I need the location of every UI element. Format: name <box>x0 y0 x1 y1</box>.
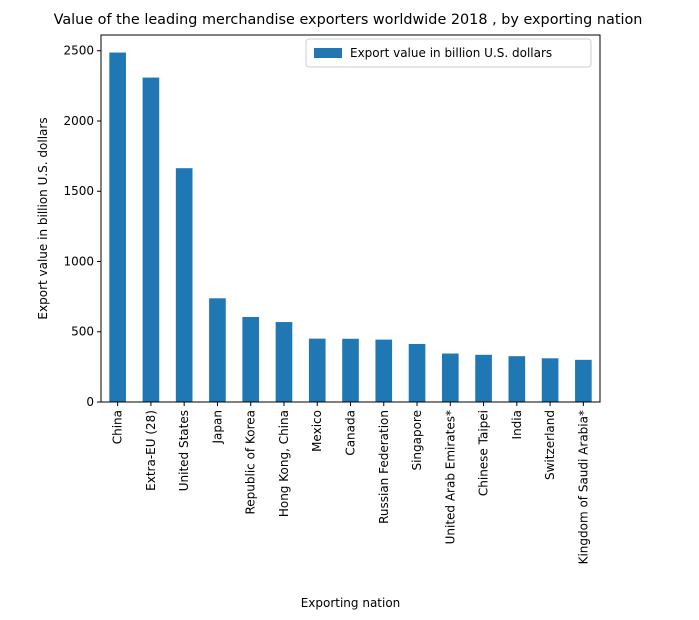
bar-8 <box>375 339 393 402</box>
x-tick-label-6: Mexico <box>310 410 324 452</box>
y-tick-label-1: 500 <box>71 325 94 339</box>
x-tick-label-11: Chinese Taipei <box>477 410 491 496</box>
bar-4 <box>242 316 260 402</box>
y-axis-label: Export value in billion U.S. dollars <box>36 117 50 319</box>
plot-frame <box>100 34 601 403</box>
y-axis: 0 500 1000 1500 2000 2500 <box>63 44 101 409</box>
bar-6 <box>308 338 326 402</box>
bar-13 <box>541 358 559 402</box>
x-tick-label-1: Extra-EU (28) <box>144 410 158 491</box>
bar-7 <box>342 338 359 402</box>
x-axis: China Extra-EU (28) United States Japan Repu… <box>111 402 590 564</box>
x-tick-label-2: United States <box>177 410 191 491</box>
chart-title: Value of the leading merchandise exporte… <box>54 12 643 28</box>
x-tick-label-12: India <box>510 410 524 439</box>
bars-group <box>109 52 592 403</box>
legend: Export value in billion U.S. dollars <box>305 38 592 68</box>
bar-3 <box>209 298 226 402</box>
x-tick-label-5: Hong Kong, China <box>277 410 291 517</box>
x-axis-label: Exporting nation <box>301 596 401 610</box>
y-tick-label-3: 1500 <box>63 184 94 198</box>
x-tick-label-4: Republic of Korea <box>244 410 258 515</box>
bar-2 <box>175 168 193 402</box>
bar-0 <box>109 52 126 402</box>
y-tick-label-5: 2500 <box>63 44 94 58</box>
bar-12 <box>508 356 526 402</box>
x-tick-label-14: Kingdom of Saudi Arabia* <box>576 410 590 564</box>
bar-1 <box>142 77 160 403</box>
x-tick-label-10: United Arab Emirates* <box>443 410 457 544</box>
bar-14 <box>575 359 592 402</box>
legend-swatch <box>314 48 342 58</box>
x-tick-label-7: Canada <box>344 410 358 456</box>
y-tick-label-2: 1000 <box>63 254 94 268</box>
y-tick-label-0: 0 <box>86 395 94 409</box>
x-tick-label-3: Japan <box>210 410 224 444</box>
x-tick-label-13: Switzerland <box>543 410 557 480</box>
bar-9 <box>408 343 426 402</box>
bar-11 <box>475 354 492 402</box>
x-tick-label-0: China <box>111 410 125 444</box>
bar-10 <box>441 353 459 402</box>
bar-5 <box>275 322 293 402</box>
x-tick-label-8: Russian Federation <box>377 410 391 524</box>
x-tick-label-9: Singapore <box>410 410 424 471</box>
y-tick-label-4: 2000 <box>63 114 94 128</box>
legend-entry: Export value in billion U.S. dollars <box>350 46 552 60</box>
legend-box <box>305 38 592 68</box>
